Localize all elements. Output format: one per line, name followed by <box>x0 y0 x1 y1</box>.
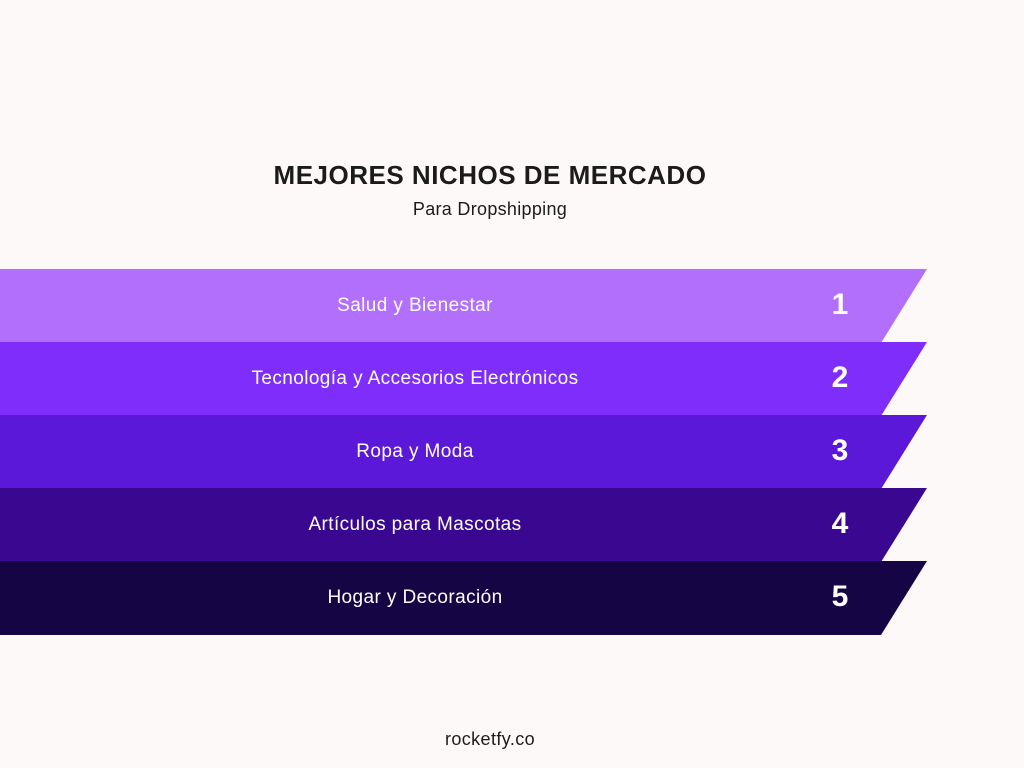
niche-rank-number: 1 <box>831 288 849 321</box>
niche-band-5: Hogar y Decoración 5 <box>0 561 927 635</box>
infographic-title: MEJORES NICHOS DE MERCADO <box>273 160 707 190</box>
niche-label: Ropa y Moda <box>356 441 474 462</box>
brand-footer: rocketfy.co <box>444 729 536 749</box>
niche-rank-number: 5 <box>831 580 849 613</box>
niche-band-1: Salud y Bienestar 1 <box>0 269 927 343</box>
niche-label: Salud y Bienestar <box>337 295 493 316</box>
niche-band-3: Ropa y Moda 3 <box>0 415 927 489</box>
niche-rank-number: 3 <box>831 434 849 467</box>
infographic-subtitle: Para Dropshipping <box>412 199 568 219</box>
niche-band-4: Artículos para Mascotas 4 <box>0 488 927 562</box>
niche-band-2: Tecnología y Accesorios Electrónicos 2 <box>0 342 927 416</box>
niche-rank-number: 4 <box>831 507 849 540</box>
niche-ranking-list: Salud y Bienestar 1 Tecnología y Accesor… <box>0 269 930 635</box>
niche-label: Hogar y Decoración <box>327 587 503 608</box>
niche-label: Tecnología y Accesorios Electrónicos <box>251 368 579 389</box>
niche-label: Artículos para Mascotas <box>308 514 522 535</box>
niche-rank-number: 2 <box>831 361 849 394</box>
